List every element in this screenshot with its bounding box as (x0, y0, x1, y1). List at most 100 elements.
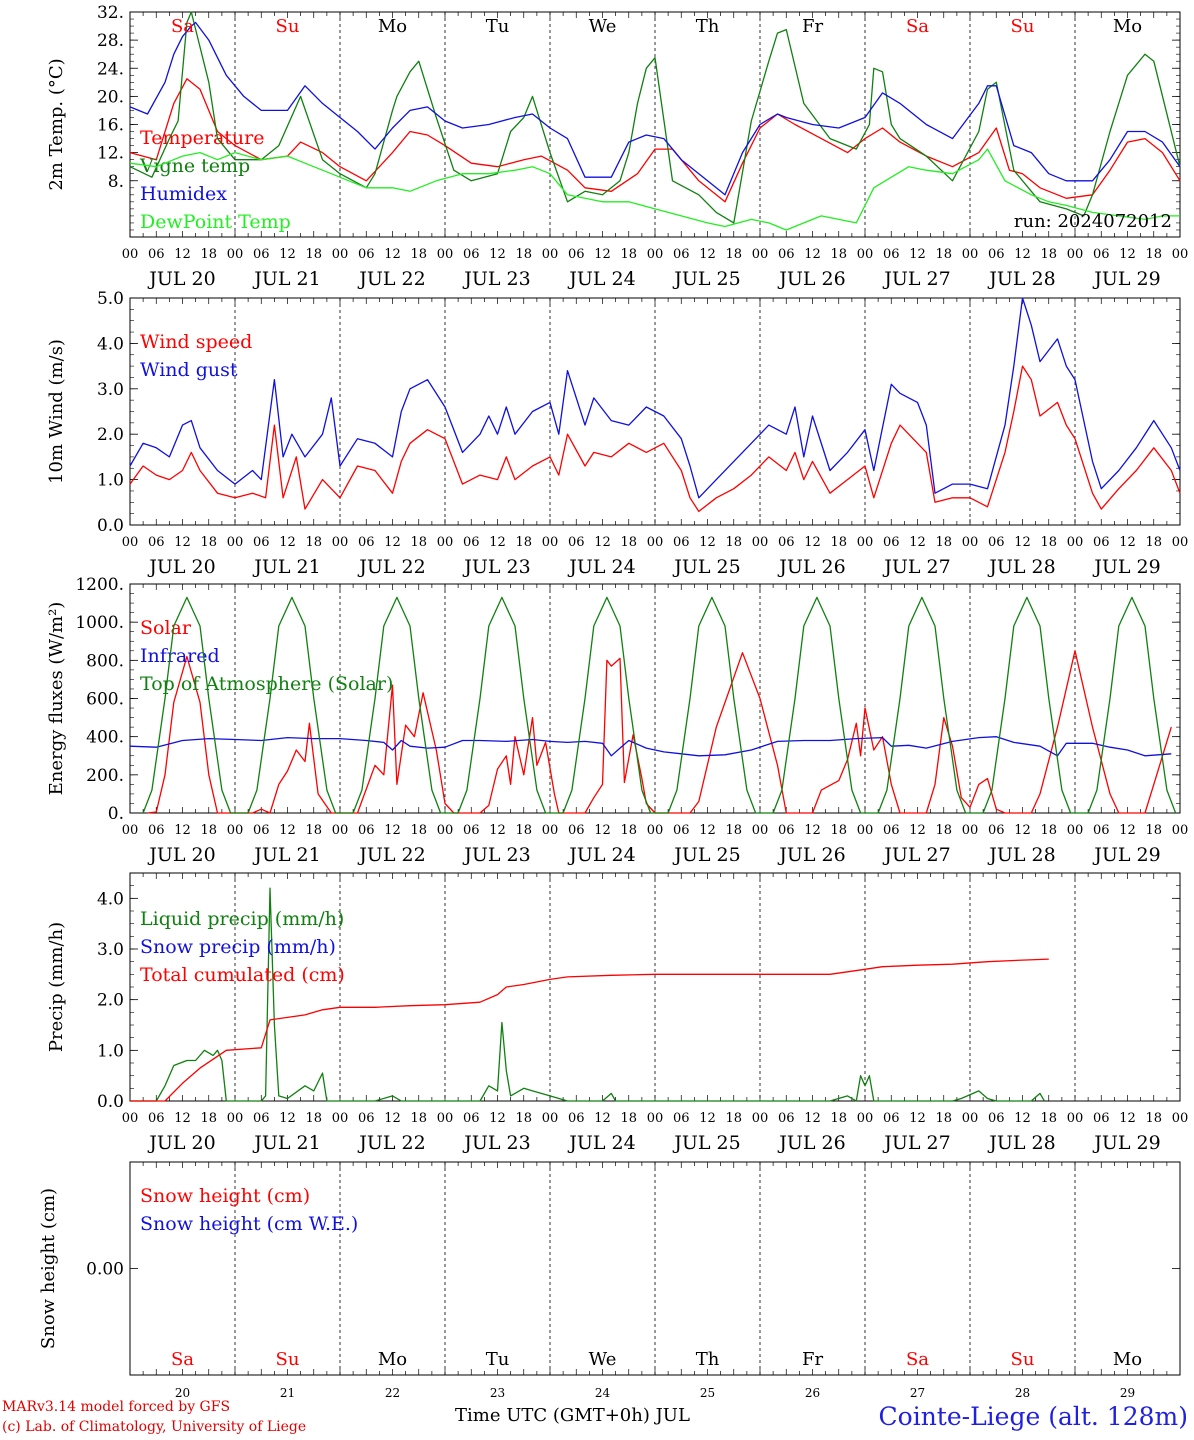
legend-entry: Snow precip (mm/h) (140, 936, 336, 958)
hour-tick-label: 00 (752, 247, 769, 262)
hour-tick-label: 18 (620, 823, 637, 838)
day-number-label: 20 (175, 1386, 190, 1400)
hour-tick-label: 12 (909, 535, 926, 550)
hour-tick-label: 06 (148, 823, 165, 838)
hour-tick-label: 00 (647, 247, 664, 262)
series-line-humidex (129, 21, 1181, 196)
hour-tick-label: 18 (935, 535, 952, 550)
day-number-label: 24 (595, 1386, 611, 1400)
hour-tick-label: 12 (804, 247, 821, 262)
model-credit: MARv3.14 model forced by GFS (2, 1399, 231, 1415)
hour-tick-label: 12 (909, 247, 926, 262)
hour-tick-label: 12 (384, 247, 401, 262)
series-line-solar (147, 650, 1172, 814)
legend-entry: Top of Atmosphere (Solar) (140, 673, 393, 695)
hour-tick-label: 18 (305, 1111, 322, 1126)
hour-tick-label: 00 (1067, 247, 1084, 262)
y-tick-label: 1.0 (97, 1041, 124, 1061)
hour-tick-label: 18 (200, 823, 217, 838)
hour-tick-label: 06 (673, 247, 690, 262)
series-line-wind-gust (129, 297, 1181, 499)
y-tick-label: 1.0 (97, 471, 124, 491)
weekday-label-bottom: Mo (1113, 1349, 1142, 1370)
legend-entry: Solar (140, 617, 192, 639)
hour-tick-label: 06 (148, 1111, 165, 1126)
date-label: JUL 27 (882, 268, 950, 290)
hour-tick-label: 00 (857, 247, 874, 262)
hour-tick-label: 12 (909, 1111, 926, 1126)
date-label: JUL 29 (1092, 844, 1160, 866)
hour-tick-label: 12 (594, 823, 611, 838)
hour-tick-label: 00 (437, 1111, 454, 1126)
hour-tick-label: 00 (752, 1111, 769, 1126)
date-label: JUL 25 (672, 556, 740, 578)
weekday-label: Th (696, 16, 720, 37)
hour-tick-label: 18 (935, 823, 952, 838)
hour-tick-label: 00 (962, 823, 979, 838)
hour-tick-label: 12 (699, 823, 716, 838)
legend-entry: DewPoint Temp (140, 211, 291, 233)
hour-tick-label: 18 (725, 1111, 742, 1126)
hour-tick-label: 06 (358, 247, 375, 262)
series-line-dewpoint-temp (129, 148, 1180, 231)
hour-tick-label: 00 (647, 535, 664, 550)
hour-tick-label: 18 (305, 535, 322, 550)
station-name: Cointe-Liege (alt. 128m) (878, 1402, 1188, 1431)
date-label: JUL 27 (882, 556, 950, 578)
hour-tick-label: 12 (699, 535, 716, 550)
y-axis-label: Snow height (cm) (38, 1188, 59, 1349)
hour-tick-label: 18 (410, 535, 427, 550)
y-tick-label: 4.0 (97, 889, 124, 909)
weekday-label: We (589, 16, 617, 37)
date-label: JUL 28 (987, 1132, 1055, 1154)
hour-tick-label: 06 (358, 535, 375, 550)
legend-entry: Snow height (cm W.E.) (140, 1213, 358, 1235)
hour-tick-label: 00 (122, 247, 139, 262)
y-tick-label: 2.0 (97, 425, 124, 445)
y-axis-label: Energy fluxes (W/m²) (46, 602, 67, 796)
date-label: JUL 26 (777, 268, 845, 290)
date-label: JUL 20 (147, 556, 215, 578)
legend-entry: Temperature (140, 127, 264, 149)
weekday-label: Sa (171, 16, 194, 37)
hour-tick-label: 12 (279, 535, 296, 550)
weekday-label-bottom: Su (276, 1349, 300, 1370)
hour-tick-label: 18 (1145, 823, 1162, 838)
hour-tick-label: 00 (227, 823, 244, 838)
date-label: JUL 29 (1092, 268, 1160, 290)
run-annotation: run: 2024072012 (1014, 211, 1172, 232)
day-number-label: 21 (280, 1386, 295, 1400)
hour-tick-label: 18 (200, 535, 217, 550)
hour-tick-label: 06 (1093, 535, 1110, 550)
y-tick-label: 16. (97, 116, 124, 136)
day-number-label: 29 (1120, 1386, 1135, 1400)
hour-tick-label: 12 (804, 1111, 821, 1126)
day-number-label: 26 (805, 1386, 820, 1400)
hour-tick-label: 06 (463, 1111, 480, 1126)
hour-tick-label: 18 (1040, 823, 1057, 838)
hour-tick-label: 12 (384, 535, 401, 550)
legend-entry: Infrared (140, 645, 220, 667)
weekday-label: Sa (906, 16, 929, 37)
hour-tick-label: 06 (568, 823, 585, 838)
hour-tick-label: 18 (725, 535, 742, 550)
hour-tick-label: 12 (909, 823, 926, 838)
hour-tick-label: 12 (279, 247, 296, 262)
hour-tick-label: 00 (962, 247, 979, 262)
date-label: JUL 25 (672, 844, 740, 866)
hour-tick-label: 12 (1014, 247, 1031, 262)
weekday-label-bottom: Su (1011, 1349, 1035, 1370)
hour-tick-label: 00 (962, 1111, 979, 1126)
legend-entry: Wind gust (140, 359, 238, 381)
legend-entry: Total cumulated (cm) (140, 964, 345, 986)
hour-tick-label: 00 (1067, 823, 1084, 838)
hour-tick-label: 18 (830, 1111, 847, 1126)
hour-tick-label: 12 (279, 823, 296, 838)
date-label: JUL 20 (147, 268, 215, 290)
hour-tick-label: 06 (253, 823, 270, 838)
hour-tick-label: 18 (410, 247, 427, 262)
date-label: JUL 27 (882, 844, 950, 866)
y-tick-label: 8. (108, 172, 124, 192)
date-label: JUL 24 (567, 844, 635, 866)
